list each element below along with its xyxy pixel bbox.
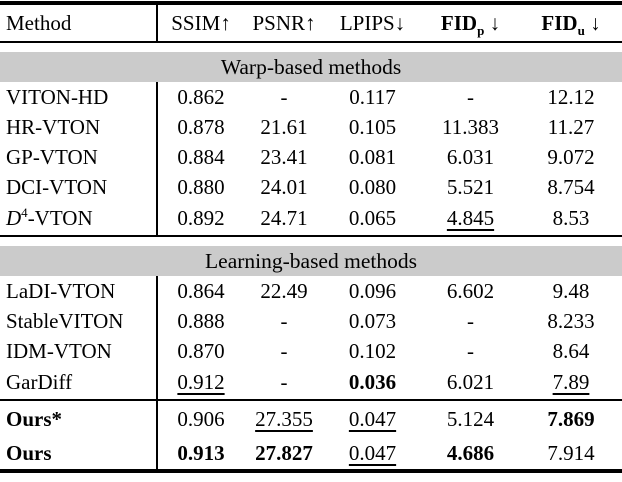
results-table: Method SSIM↑ PSNR↑ LPIPS↓ FIDp ↓ FIDu ↓ Warp… xyxy=(0,1,622,473)
metric-value: 9.48 xyxy=(552,278,590,303)
metric-value: 6.021 xyxy=(421,366,520,401)
method-name: DCI-VTON xyxy=(0,172,158,202)
metric-value: - xyxy=(467,308,474,333)
metric-value: 24.71 xyxy=(244,202,324,237)
metric-value: 0.864 xyxy=(177,278,225,303)
method-name: LaDI-VTON xyxy=(0,276,158,306)
column-header-psnr: PSNR↑ xyxy=(244,3,324,43)
table-row: StableVITON 0.888 - 0.073 - 8.233 xyxy=(0,306,622,336)
method-name: GP-VTON xyxy=(0,142,158,172)
metric-value: 27.355 xyxy=(255,407,313,431)
metric-value: 8.754 xyxy=(547,174,595,199)
metric-value: 9.072 xyxy=(547,144,595,169)
metric-value: 5.521 xyxy=(446,174,495,199)
table-body: Warp-based methods VITON-HD 0.862 - 0.117 - 12… xyxy=(0,42,622,471)
table-header: Method SSIM↑ PSNR↑ LPIPS↓ FIDp ↓ FIDu ↓ xyxy=(0,3,622,43)
metric-value: 0.892 xyxy=(157,202,244,237)
metric-value: 0.906 xyxy=(177,407,225,431)
spacer-row xyxy=(0,236,622,246)
metric-value: 0.888 xyxy=(177,308,225,333)
section-title: Warp-based methods xyxy=(0,52,622,82)
metric-value: 0.878 xyxy=(177,114,225,139)
table-row: HR-VTON 0.878 21.61 0.105 11.383 11.27 xyxy=(0,112,622,142)
column-header-lpips: LPIPS↓ xyxy=(324,3,421,43)
metric-value: 6.602 xyxy=(446,278,495,303)
header-row: Method SSIM↑ PSNR↑ LPIPS↓ FIDp ↓ FIDu ↓ xyxy=(0,3,622,43)
method-name: Ours xyxy=(0,438,158,471)
metric-value: - xyxy=(244,366,324,401)
metric-value: 0.036 xyxy=(324,366,421,401)
metric-value: 5.124 xyxy=(446,407,495,431)
metric-value: 7.914 xyxy=(547,441,595,465)
method-name: IDM-VTON xyxy=(0,336,158,366)
metric-value: 0.117 xyxy=(349,84,396,109)
metric-value: 0.102 xyxy=(348,338,397,363)
table-row: GarDiff 0.912-0.036 6.021 7.89 xyxy=(0,366,622,401)
column-header-method: Method xyxy=(0,3,158,43)
metric-value: 8.53 xyxy=(520,202,622,237)
metric-value: - xyxy=(280,338,288,363)
method-name: Ours* xyxy=(0,400,158,438)
metric-value: 0.081 xyxy=(348,144,397,169)
column-header-ssim: SSIM↑ xyxy=(157,3,244,43)
metric-value: 4.686 xyxy=(446,441,495,465)
method-name: StableVITON xyxy=(0,306,158,336)
method-name: VITON-HD xyxy=(0,82,158,112)
metric-value: 21.61 xyxy=(260,114,308,139)
metric-value: 0.884 xyxy=(177,144,225,169)
column-header-fidu: FIDu ↓ xyxy=(520,3,622,43)
metric-value: 0.105 xyxy=(348,114,397,139)
metric-value: 8.233 xyxy=(547,308,595,333)
method-name: GarDiff xyxy=(0,366,158,401)
metric-value: 24.01 xyxy=(260,174,308,199)
metric-value: 22.49 xyxy=(260,278,308,303)
metric-value: 0.047 xyxy=(348,407,397,431)
column-header-fidp: FIDp ↓ xyxy=(421,3,520,43)
spacer xyxy=(0,236,622,246)
metric-value: 6.031 xyxy=(446,144,495,169)
table-row: D4-VTON 0.892 24.71 0.065 4.845 8.53 xyxy=(0,202,622,237)
metric-value: 0.047 xyxy=(348,441,397,465)
metric-value: - xyxy=(280,308,288,333)
table-row: GP-VTON 0.884 23.41 0.081 6.031 9.072 xyxy=(0,142,622,172)
metric-value: 0.913 xyxy=(177,441,225,465)
metric-value: 0.096 xyxy=(348,278,397,303)
metric-value: 0.080 xyxy=(348,174,397,199)
section-header-row: Warp-based methods xyxy=(0,52,622,82)
method-name: HR-VTON xyxy=(0,112,158,142)
table-row: IDM-VTON 0.870 - 0.102 - 8.64 xyxy=(0,336,622,366)
metric-value: 0.880 xyxy=(177,174,225,199)
metric-value: 0.870 xyxy=(177,338,225,363)
metric-value: 4.845 xyxy=(421,202,520,237)
spacer-row xyxy=(0,42,622,52)
metric-value: 11.383 xyxy=(442,114,499,139)
metric-value: 23.41 xyxy=(260,144,308,169)
metric-value: 7.89 xyxy=(520,366,622,401)
metric-value: 27.827 xyxy=(255,441,313,465)
table-row: Ours* 0.906 27.355 0.047 5.124 7.869 xyxy=(0,400,622,438)
table-row: DCI-VTON 0.880 24.01 0.080 5.521 8.754 xyxy=(0,172,622,202)
metric-value: 0.065 xyxy=(324,202,421,237)
metric-value: 8.64 xyxy=(552,338,590,363)
metric-value: 11.27 xyxy=(547,114,595,139)
table-row: LaDI-VTON 0.864 22.49 0.096 6.602 9.48 xyxy=(0,276,622,306)
metric-value: - xyxy=(467,84,474,109)
metric-value: 12.12 xyxy=(547,84,595,109)
spacer xyxy=(0,42,622,52)
table-row: Ours 0.913 27.827 0.047 4.686 7.914 xyxy=(0,438,622,471)
metric-value: - xyxy=(467,338,474,363)
metric-value: 7.869 xyxy=(547,407,595,431)
metric-value: 0.073 xyxy=(348,308,397,333)
section-header-row: Learning-based methods xyxy=(0,246,622,276)
metric-value: 0.862 xyxy=(177,84,225,109)
table-row: VITON-HD 0.862 - 0.117 - 12.12 xyxy=(0,82,622,112)
section-title: Learning-based methods xyxy=(0,246,622,276)
method-name: D4-VTON xyxy=(0,202,158,237)
metric-value: 0.912 xyxy=(157,366,244,401)
metric-value: - xyxy=(280,84,288,109)
